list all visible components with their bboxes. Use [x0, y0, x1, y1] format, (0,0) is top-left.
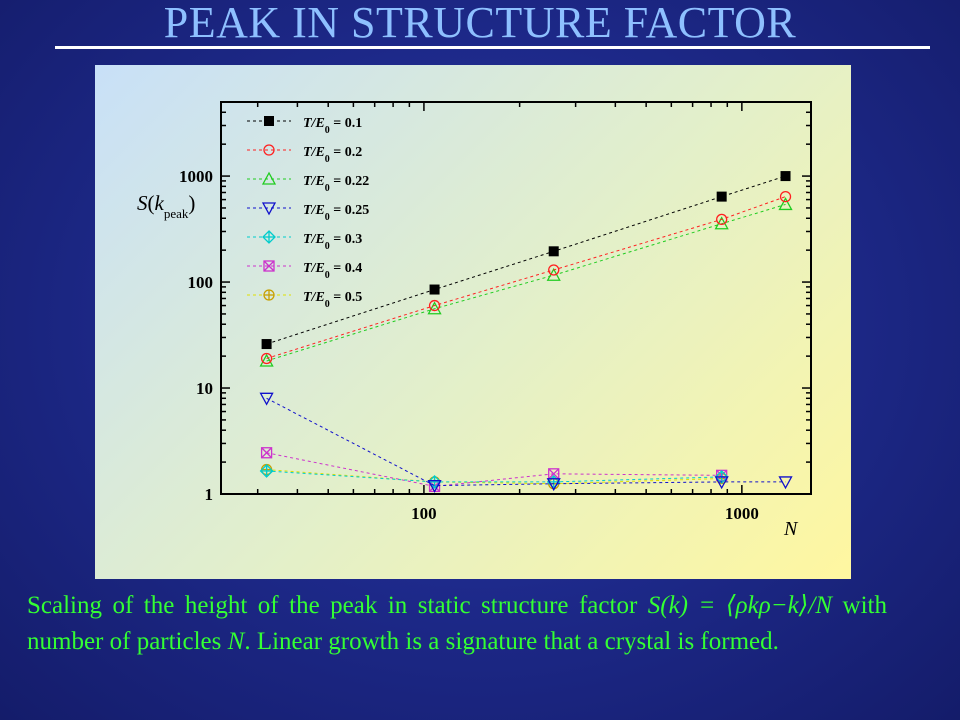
data-point — [260, 447, 273, 459]
y-tick-label: 10 — [196, 379, 213, 398]
structure-factor-chart: 1 10 100 1000 100 1000 T/E0 = 0.1 T/E0 = 0.2 T/… — [137, 101, 812, 540]
data-point — [548, 264, 560, 276]
data-point — [546, 478, 561, 492]
x-tick-label: 1000 — [725, 504, 759, 523]
y-tick-label: 1 — [205, 485, 214, 504]
caption-part-3: . Linear growth is a signature that a cr… — [244, 628, 779, 655]
legend-label: T/E0 = 0.5 — [303, 290, 362, 310]
series-line — [266, 196, 786, 359]
caption-formula: S(k) = ⟨ρkρ−k⟩/N — [647, 592, 833, 619]
legend-marker — [261, 202, 277, 216]
slide-title: PEAK IN STRUCTURE FACTOR — [163, 0, 797, 47]
legend-marker — [264, 116, 274, 126]
data-point — [780, 171, 791, 182]
legend-label: T/E0 = 0.25 — [303, 203, 369, 223]
legend-marker — [262, 230, 276, 244]
data-point — [427, 479, 442, 493]
data-point — [778, 476, 793, 490]
legend-label: T/E0 = 0.2 — [303, 145, 362, 165]
data-point — [427, 475, 442, 489]
data-point — [428, 299, 441, 312]
data-point — [259, 464, 274, 478]
caption-n-symbol: N — [227, 628, 245, 655]
data-point — [260, 352, 273, 365]
data-point — [259, 353, 274, 367]
data-point — [429, 284, 440, 295]
x-tick-label: 100 — [411, 504, 437, 523]
y-axis-label: S(kpeak) — [137, 191, 195, 221]
legend-label: T/E0 = 0.22 — [303, 174, 369, 194]
y-tick-label: 1000 — [179, 167, 213, 186]
caption-part-1: Scaling of the height of the peak in sta… — [27, 592, 648, 619]
data-point — [716, 213, 728, 226]
legend-marker — [263, 144, 275, 156]
series-line — [266, 469, 722, 485]
data-point — [716, 191, 727, 202]
caption-part-2: with number of particles — [27, 592, 887, 655]
legend-label: T/E0 = 0.3 — [303, 232, 362, 252]
series-line — [266, 452, 722, 487]
series-line — [266, 203, 786, 362]
y-tick-label: 100 — [188, 273, 214, 292]
title-underline — [55, 46, 930, 49]
legend-marker — [263, 260, 275, 272]
data-point — [714, 476, 729, 490]
series-line — [266, 470, 722, 483]
legend-label: T/E0 = 0.1 — [303, 116, 362, 136]
legend-label: T/E0 = 0.4 — [303, 261, 362, 281]
chart-figure: 1 10 100 1000 100 1000 T/E0 = 0.1 T/E0 = 0.2 T/… — [95, 65, 851, 579]
legend-marker — [263, 289, 275, 301]
series-line — [266, 397, 786, 487]
figure-caption: Scaling of the height of the peak in sta… — [27, 588, 887, 660]
data-point — [778, 197, 793, 211]
data-point — [548, 246, 559, 257]
x-axis-label: N — [783, 518, 799, 540]
data-point — [261, 339, 272, 350]
data-point — [779, 190, 792, 203]
data-point — [259, 392, 274, 406]
data-point — [427, 301, 442, 315]
legend-marker — [261, 171, 277, 185]
